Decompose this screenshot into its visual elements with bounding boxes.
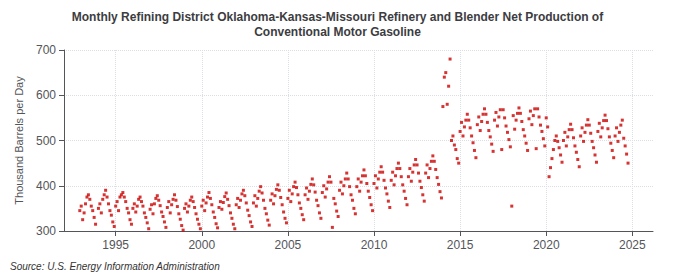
svg-text:2010: 2010 xyxy=(361,238,388,252)
svg-text:2015: 2015 xyxy=(447,238,474,252)
svg-text:Monthly Refining District Okla: Monthly Refining District Oklahoma-Kansa… xyxy=(72,10,604,24)
svg-text:2020: 2020 xyxy=(533,238,560,252)
svg-text:1995: 1995 xyxy=(102,238,129,252)
svg-text:300: 300 xyxy=(36,224,56,238)
svg-text:500: 500 xyxy=(36,134,56,148)
svg-text:Source: U.S. Energy Informatio: Source: U.S. Energy Information Administ… xyxy=(10,261,220,272)
svg-text:700: 700 xyxy=(36,43,56,57)
svg-text:600: 600 xyxy=(36,88,56,102)
svg-text:Conventional Motor Gasoline: Conventional Motor Gasoline xyxy=(254,25,421,39)
svg-text:2025: 2025 xyxy=(619,238,646,252)
svg-text:2005: 2005 xyxy=(275,238,302,252)
svg-text:Thousand Barrels per Day: Thousand Barrels per Day xyxy=(13,76,25,205)
svg-text:2000: 2000 xyxy=(188,238,215,252)
svg-text:400: 400 xyxy=(36,179,56,193)
